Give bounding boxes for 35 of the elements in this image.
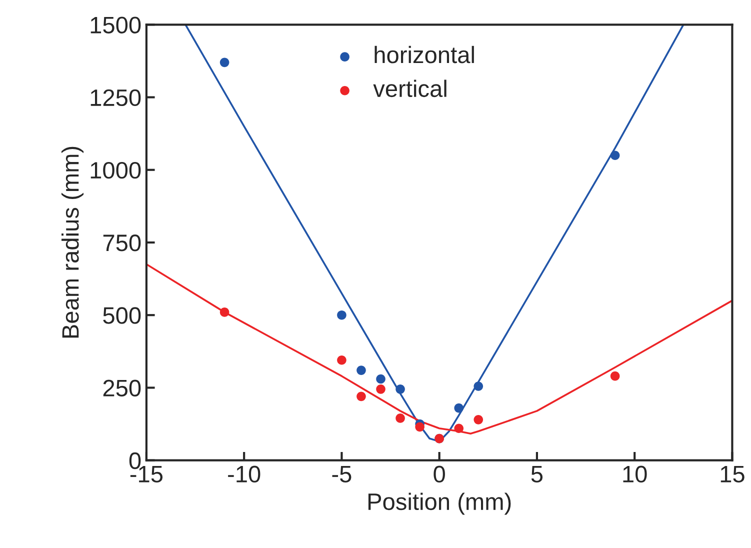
x-tick-label: 5 [531,466,543,483]
legend-label: vertical [373,80,446,98]
point [356,392,366,402]
x-tick-label: -10 [228,466,260,483]
y-tick-label: 750 [103,234,141,252]
x-tick-label: 0 [434,466,445,483]
point [610,371,620,381]
point [454,403,464,413]
point [474,382,484,391]
y-tick-label: 500 [103,307,141,324]
point [220,58,230,68]
point [220,308,230,317]
point [337,310,346,320]
x-axis-title: Position (mm) [368,492,511,515]
y-tick-label: 250 [103,380,141,396]
x-tick-label: 10 [623,466,647,483]
point [376,374,386,384]
y-tick-label: 1000 [90,162,141,179]
y-tick-label: 1250 [90,89,141,106]
y-tick-label: 1500 [90,16,141,34]
x-tick-label: -5 [332,466,352,483]
y-axis-title: Beam radius (mm) [62,146,84,338]
point [356,366,366,375]
point [337,355,346,365]
legend-label: horizontal [374,46,474,64]
point [376,384,386,394]
point [396,414,405,423]
point [454,424,464,434]
x-tick-label: 15 [720,466,744,483]
point [396,384,405,394]
line-series [184,24,684,442]
point [610,150,620,160]
point [415,422,424,432]
line-series [146,263,732,435]
point [474,415,484,424]
